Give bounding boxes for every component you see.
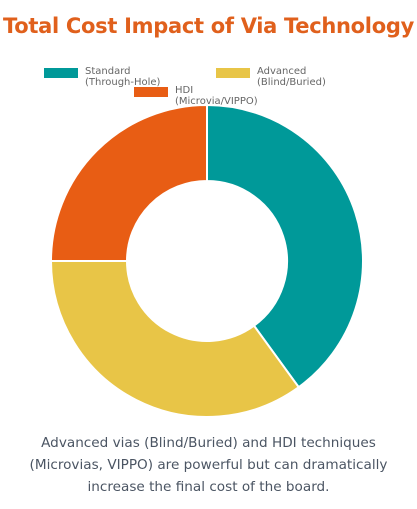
- legend-label-hdi: HDI (Microvia/VIPPO): [175, 85, 258, 107]
- legend-swatch-advanced: [216, 68, 250, 78]
- legend-item-standard[interactable]: Standard (Through-Hole): [44, 66, 167, 88]
- chart-caption: Advanced vias (Blind/Buried) and HDI tec…: [29, 435, 388, 495]
- legend-swatch-standard: [44, 68, 78, 78]
- slice-hdi[interactable]: [49, 103, 208, 262]
- legend-item-hdi[interactable]: HDI (Microvia/VIPPO): [134, 85, 258, 107]
- legend-swatch-hdi: [134, 87, 168, 97]
- legend-item-advanced[interactable]: Advanced (Blind/Buried): [216, 66, 339, 88]
- slice-advanced[interactable]: [49, 260, 301, 418]
- legend-label-advanced: Advanced (Blind/Buried): [257, 66, 326, 88]
- legend-label-standard: Standard (Through-Hole): [85, 66, 161, 88]
- slice-standard[interactable]: [206, 103, 364, 389]
- chart-title: Total Cost Impact of Via Technology: [3, 14, 414, 38]
